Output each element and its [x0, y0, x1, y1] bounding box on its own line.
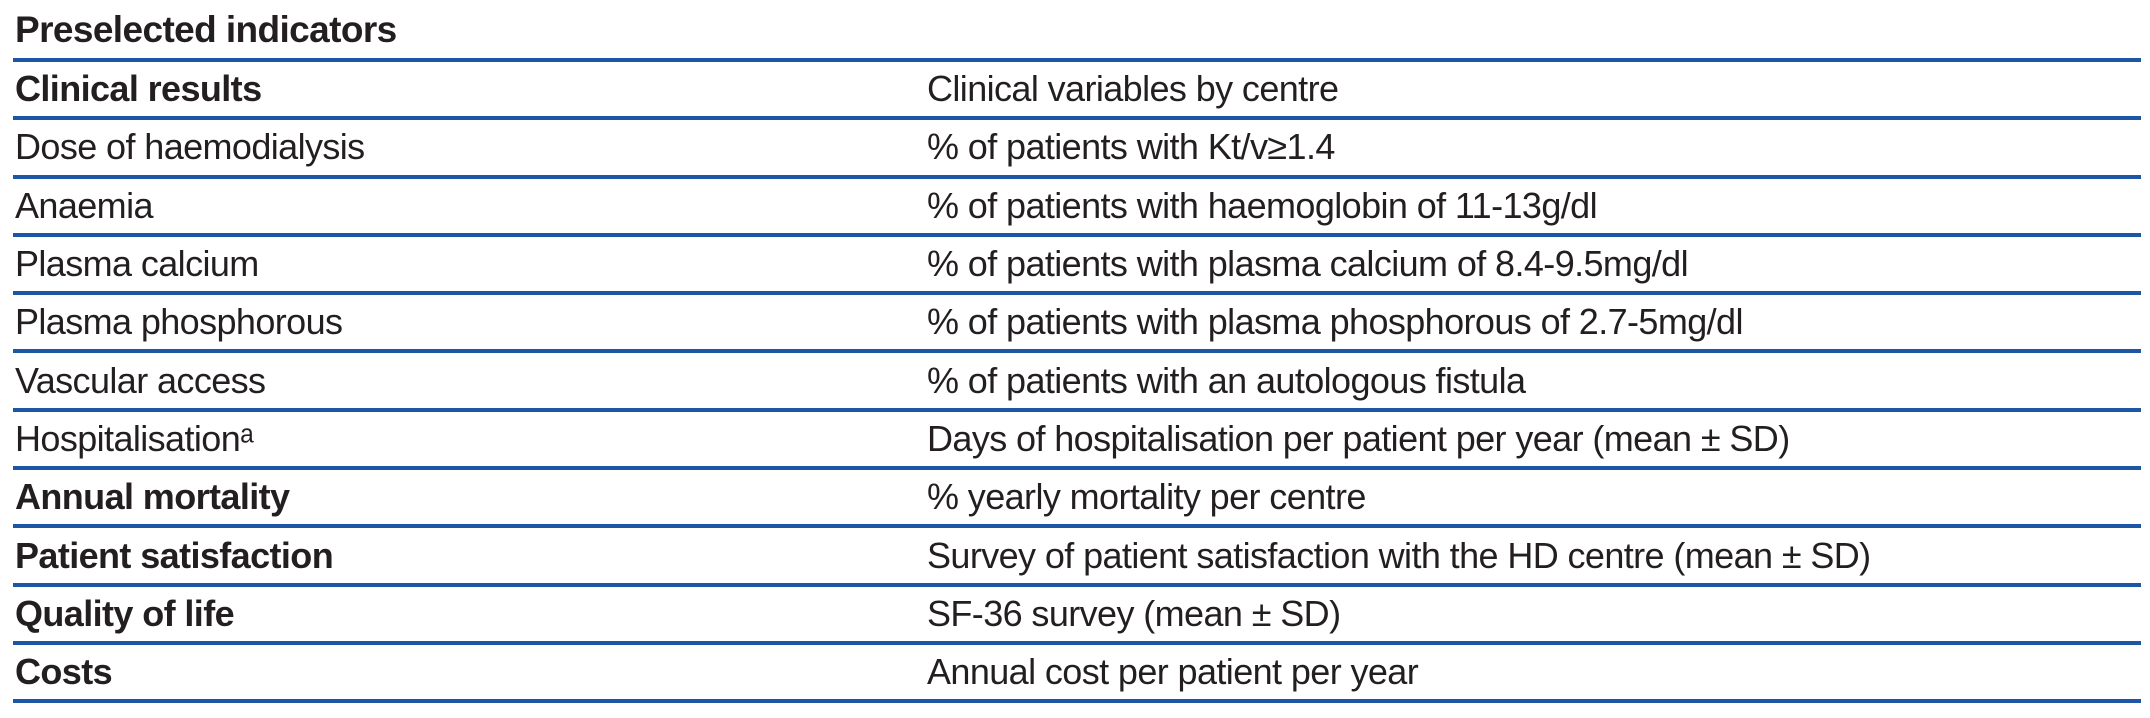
- row-definition: % of patients with haemoglobin of 11-13g…: [927, 184, 1598, 226]
- row-indicator-label: Vascular access: [15, 359, 266, 401]
- table-row-plasma-calcium: Plasma calcium % of patients with plasma…: [13, 237, 2141, 296]
- row-definition: % of patients with an autologous fistula: [927, 359, 1526, 401]
- row-indicator-label: Costs: [15, 651, 113, 693]
- row-definition: Days of hospitalisation per patient per …: [927, 417, 1790, 459]
- row-definition: % of patients with plasma phosphorous of…: [927, 301, 1743, 343]
- preselected-indicators-table: Preselected indicators Clinical results …: [13, 0, 2141, 704]
- row-definition: Clinical variables by centre: [927, 68, 1339, 110]
- row-indicator-label: Clinical results: [15, 68, 262, 110]
- table-row-costs: Costs Annual cost per patient per year: [13, 645, 2141, 704]
- table-row-anaemia: Anaemia % of patients with haemoglobin o…: [13, 179, 2141, 237]
- row-definition: Survey of patient satisfaction with the …: [927, 534, 1871, 576]
- row-indicator-label: Quality of life: [15, 592, 235, 634]
- table-row-vascular-access: Vascular access % of patients with an au…: [13, 353, 2141, 412]
- table-row-patient-satisfaction: Patient satisfaction Survey of patient s…: [13, 528, 2141, 587]
- row-definition: % of patients with Kt/v≥1.4: [927, 126, 1335, 168]
- row-indicator-label: Annual mortality: [15, 476, 290, 518]
- row-definition: % yearly mortality per centre: [927, 476, 1366, 518]
- table-row-plasma-phosphorous: Plasma phosphorous % of patients with pl…: [13, 295, 2141, 354]
- row-definition: Annual cost per patient per year: [927, 651, 1419, 693]
- row-indicator-label: Dose of haemodialysis: [15, 126, 365, 168]
- row-indicator-label: Plasma phosphorous: [15, 301, 343, 343]
- table-row-clinical-results: Clinical results Clinical variables by c…: [13, 62, 2141, 121]
- table-title: Preselected indicators: [15, 8, 397, 50]
- table-title-row: Preselected indicators: [13, 0, 2141, 62]
- row-indicator-label: Hospitalisationᵃ: [15, 417, 254, 459]
- row-definition: % of patients with plasma calcium of 8.4…: [927, 243, 1689, 285]
- table-row-hospitalisation: Hospitalisationᵃ Days of hospitalisation…: [13, 412, 2141, 471]
- table-row-quality-of-life: Quality of life SF-36 survey (mean ± SD): [13, 587, 2141, 645]
- row-indicator-label: Plasma calcium: [15, 243, 259, 285]
- row-definition: SF-36 survey (mean ± SD): [927, 592, 1341, 634]
- table-row-dose-of-haemodialysis: Dose of haemodialysis % of patients with…: [13, 120, 2141, 179]
- table-row-annual-mortality: Annual mortality % yearly mortality per …: [13, 470, 2141, 529]
- row-indicator-label: Patient satisfaction: [15, 534, 334, 576]
- row-indicator-label: Anaemia: [15, 184, 153, 226]
